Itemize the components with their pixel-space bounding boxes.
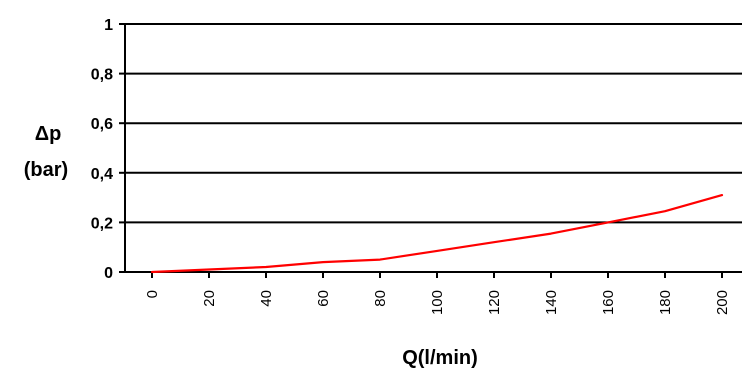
y-tick-label-4: 0,8 (91, 67, 113, 84)
x-tick-label-8: 160 (600, 290, 617, 315)
x-tick-labels: 0 20 40 60 80 100 120 140 160 180 200 (144, 290, 731, 315)
y-axis-label-line-1: Δp (35, 123, 62, 145)
x-tick-label-0: 0 (144, 290, 161, 298)
y-tick-label-5: 1 (104, 17, 113, 34)
x-tick-label-9: 180 (657, 290, 674, 315)
x-tick-label-1: 20 (201, 290, 218, 307)
y-tick-label-3: 0,6 (91, 116, 113, 133)
y-tick-label-2: 0,4 (91, 166, 113, 183)
series-layer (150, 194, 724, 274)
x-tick-label-6: 120 (486, 290, 503, 315)
x-tick-label-2: 40 (258, 290, 275, 307)
axes (119, 23, 742, 278)
y-tick-label-1: 0,2 (91, 215, 113, 232)
x-tick-label-5: 100 (429, 290, 446, 315)
x-tick-label-3: 60 (315, 290, 332, 307)
x-axis-label: Q(l/min) (402, 347, 478, 369)
y-axis-label-line-2: (bar) (24, 159, 68, 181)
gridlines (125, 23, 742, 224)
x-tick-label-7: 140 (543, 290, 560, 315)
series-line-0 (150, 194, 724, 274)
x-tick-label-4: 80 (372, 290, 389, 307)
y-tick-labels: 0 0,2 0,4 0,6 0,8 1 (91, 17, 113, 282)
y-tick-label-0: 0 (104, 265, 113, 282)
x-tick-label-10: 200 (714, 290, 731, 315)
